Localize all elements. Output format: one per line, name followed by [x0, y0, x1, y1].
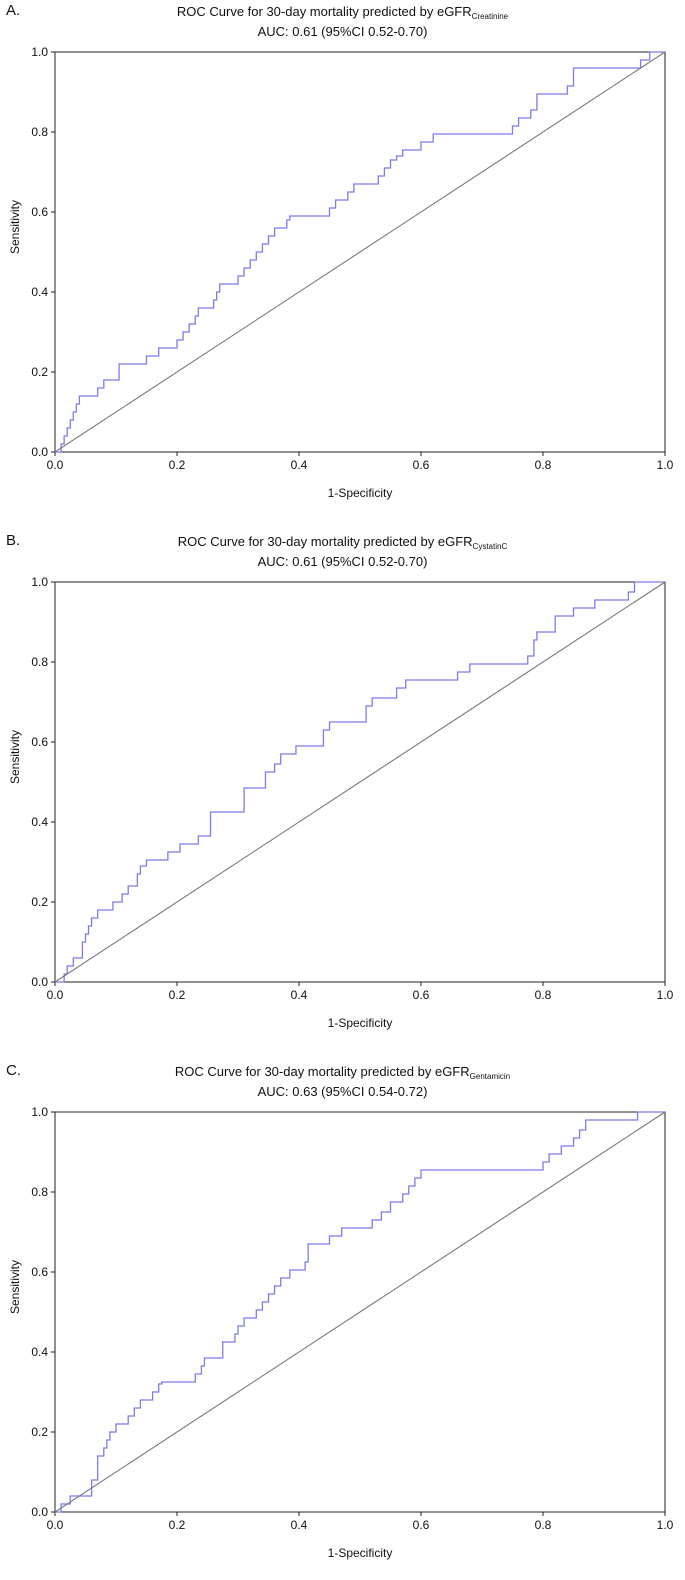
y-tick-label: 0.2: [31, 895, 48, 909]
y-tick-label: 1.0: [31, 575, 48, 589]
x-tick-label: 1.0: [657, 988, 674, 1002]
plot-frame: [54, 1111, 666, 1513]
y-tick-label: 0.6: [31, 1265, 48, 1279]
chart-title: ROC Curve for 30-day mortality predicted…: [0, 1064, 685, 1081]
chart-title-subscript: Gentamicin: [469, 1072, 511, 1081]
chart-title: ROC Curve for 30-day mortality predicted…: [0, 534, 685, 551]
reference-diagonal-line: [54, 51, 666, 453]
panel-label: C.: [6, 1062, 21, 1079]
x-tick-label: 1.0: [657, 1518, 674, 1532]
x-tick-label: 0.8: [535, 458, 552, 472]
x-axis-label: 1-Specificity: [327, 1016, 393, 1030]
auc-subtitle: AUC: 0.63 (95%CI 0.54-0.72): [257, 1084, 428, 1099]
roc-plot-c: 0.0 0.2 0.4 0.6 0.8 1.0 0.0 0.2 0.4 0.6 0.8 1.0: [31, 1105, 674, 1532]
chart-title-text: ROC Curve for 30-day mortality predicted…: [177, 534, 473, 549]
x-tick-label: 0.0: [47, 458, 64, 472]
auc-subtitle: AUC: 0.61 (95%CI 0.52-0.70): [257, 554, 428, 569]
roc-panel-b: B. ROC Curve for 30-day mortality predic…: [0, 530, 685, 1050]
y-tick-label: 0.6: [31, 735, 48, 749]
y-tick-label: 0.4: [31, 285, 48, 299]
x-tick-label: 0.4: [291, 988, 308, 1002]
chart-title-text: ROC Curve for 30-day mortality predicted…: [174, 1064, 470, 1079]
roc-panel-a: A. ROC Curve for 30-day mortality predic…: [0, 0, 685, 520]
chart-title-subscript: Creatinine: [471, 12, 509, 21]
y-tick-label: 0.2: [31, 365, 48, 379]
chart-title-subscript: CystatinC: [472, 542, 508, 551]
roc-panel-c: C. ROC Curve for 30-day mortality predic…: [0, 1060, 685, 1580]
x-axis-label: 1-Specificity: [327, 1546, 393, 1560]
y-tick-label: 0.2: [31, 1425, 48, 1439]
auc-subtitle: AUC: 0.61 (95%CI 0.52-0.70): [257, 24, 428, 39]
y-tick-label: 0.4: [31, 815, 48, 829]
x-tick-label: 0.2: [169, 988, 186, 1002]
reference-diagonal-line: [54, 581, 666, 983]
x-tick-label: 0.2: [169, 1518, 186, 1532]
roc-curve-line: [55, 51, 665, 453]
roc-curve-line: [55, 1111, 665, 1513]
x-tick-label: 0.4: [291, 458, 308, 472]
x-tick-label: 0.2: [169, 458, 186, 472]
x-tick-label: 0.6: [413, 988, 430, 1002]
plot-frame: [54, 51, 666, 453]
y-tick-label: 0.6: [31, 205, 48, 219]
x-tick-label: 0.8: [535, 988, 552, 1002]
y-tick-label: 0.0: [31, 445, 48, 459]
plot-frame: [54, 581, 666, 983]
y-tick-label: 0.8: [31, 125, 48, 139]
roc-plot-a: 0.0 0.2 0.4 0.6 0.8 1.0 0.0 0.2 0.4 0.6 0.8 1.0: [31, 45, 674, 472]
roc-curve-line: [55, 581, 665, 983]
y-tick-label: 0.8: [31, 655, 48, 669]
roc-plot-b: 0.0 0.2 0.4 0.6 0.8 1.0 0.0 0.2 0.4 0.6 0.8 1.0: [31, 575, 674, 1002]
x-tick-label: 1.0: [657, 458, 674, 472]
reference-diagonal-line: [54, 1111, 666, 1513]
chart-title-text: ROC Curve for 30-day mortality predicted…: [176, 4, 472, 19]
x-axis-label: 1-Specificity: [327, 486, 393, 500]
y-tick-label: 0.8: [31, 1185, 48, 1199]
panel-label: B.: [6, 532, 21, 549]
y-tick-label: 1.0: [31, 1105, 48, 1119]
y-tick-label: 0.0: [31, 975, 48, 989]
y-tick-label: 0.0: [31, 1505, 48, 1519]
x-tick-label: 0.0: [47, 988, 64, 1002]
x-tick-label: 0.4: [291, 1518, 308, 1532]
chart-title: ROC Curve for 30-day mortality predicted…: [0, 4, 685, 21]
panel-label: A.: [6, 2, 21, 19]
x-tick-label: 0.8: [535, 1518, 552, 1532]
y-tick-label: 1.0: [31, 45, 48, 59]
y-tick-label: 0.4: [31, 1345, 48, 1359]
x-tick-label: 0.6: [413, 458, 430, 472]
x-tick-label: 0.0: [47, 1518, 64, 1532]
x-tick-label: 0.6: [413, 1518, 430, 1532]
